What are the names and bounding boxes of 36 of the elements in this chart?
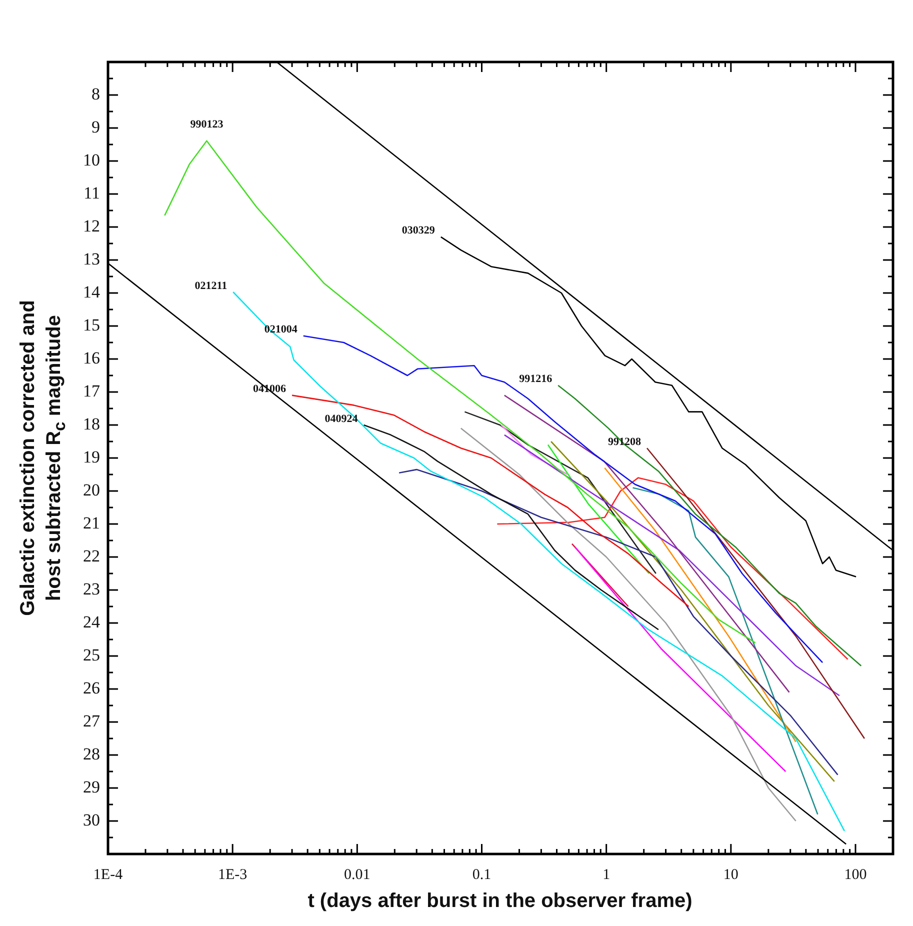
y-tick-label: 27 <box>83 711 100 730</box>
y-tick-label: 9 <box>92 117 100 136</box>
series-label: 030329 <box>402 224 436 237</box>
y-tick-label: 20 <box>83 480 100 500</box>
y-tick-label: 11 <box>84 183 100 202</box>
x-tick-label: 1E-3 <box>218 866 248 883</box>
y-tick-label: 28 <box>83 744 100 764</box>
series-label: 021211 <box>194 280 228 292</box>
x-tick-label: 0.01 <box>344 866 370 883</box>
y-tick-label: 13 <box>83 249 100 268</box>
y-tick-label: 25 <box>83 645 100 664</box>
y-tick-label: 26 <box>83 678 100 698</box>
x-tick-label: 10 <box>723 866 738 883</box>
y-tick-label: 19 <box>83 447 100 466</box>
y-tick-label: 12 <box>83 216 100 236</box>
x-tick-label: 0.1 <box>472 866 492 883</box>
y-tick-label: 15 <box>83 315 100 334</box>
y-tick-label: 21 <box>83 513 100 532</box>
y-tick-label: 18 <box>83 414 100 434</box>
y-tick-label: 8 <box>92 84 100 104</box>
series-label: 990123 <box>190 118 224 131</box>
x-tick-label: 1 <box>602 866 610 883</box>
y-tick-label: 23 <box>83 579 100 598</box>
x-tick-label: 1E-4 <box>93 866 124 883</box>
series-label: 991216 <box>519 373 553 386</box>
series-label: 040924 <box>324 412 358 425</box>
y-tick-label: 16 <box>83 348 100 368</box>
x-tick-label: 100 <box>844 866 867 883</box>
y-tick-label: 10 <box>83 150 100 170</box>
y-tick-label: 24 <box>83 612 100 632</box>
y-tick-label: 17 <box>83 381 100 400</box>
x-axis-title: t (days after burst in the observer frame) <box>308 890 692 913</box>
y-tick-label: 30 <box>83 810 100 830</box>
y-tick-label: 29 <box>83 777 100 796</box>
y-tick-label: 14 <box>83 282 100 302</box>
y-tick-label: 22 <box>83 546 100 566</box>
